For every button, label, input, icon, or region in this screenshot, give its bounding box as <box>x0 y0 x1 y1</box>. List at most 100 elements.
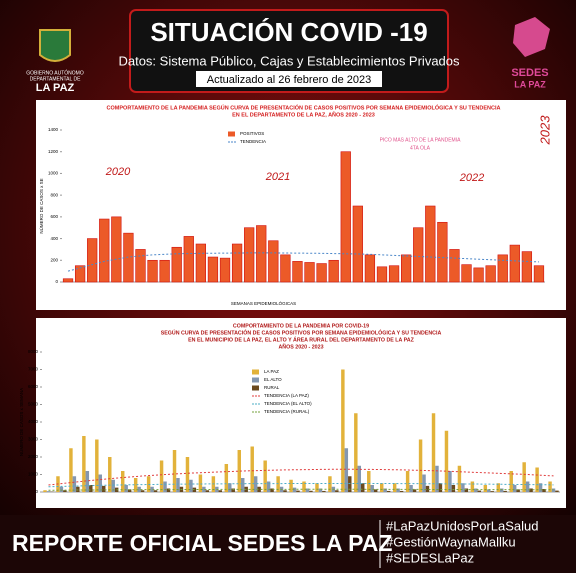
bar <box>218 490 223 492</box>
bar <box>435 465 439 492</box>
bar <box>270 488 274 492</box>
bar <box>292 487 297 492</box>
bar <box>185 457 190 492</box>
bar <box>396 488 400 492</box>
bar <box>74 265 86 283</box>
bar <box>451 485 456 492</box>
chart-title: COMPORTAMIENTO DE LA PANDEMIA SEGÚN CURV… <box>107 103 501 111</box>
bar <box>59 486 64 492</box>
bar <box>43 490 47 492</box>
legend-label: TENDENCIA (RURAL) <box>264 409 310 414</box>
bar <box>228 483 232 492</box>
legend-label: POSITIVOS <box>240 131 264 136</box>
annotation: 2021 <box>265 171 290 183</box>
bar <box>409 485 413 492</box>
bar <box>401 254 412 283</box>
y-tick-label: 1000 <box>48 171 59 176</box>
bar <box>202 486 206 492</box>
bar <box>46 491 51 492</box>
logo-shield <box>39 29 71 62</box>
bar <box>388 265 400 283</box>
bar <box>525 481 530 492</box>
y-tick-label: 4000 <box>28 419 39 424</box>
bar <box>292 261 303 283</box>
y-tick-label: 6000 <box>28 384 39 389</box>
bar <box>257 486 261 492</box>
y-tick-label: 7000 <box>28 367 39 372</box>
y-axis-label: NÚMERO DE CASOS x SE <box>38 178 44 233</box>
bar <box>111 216 122 283</box>
bar <box>348 476 352 492</box>
bar <box>422 474 426 492</box>
bar <box>461 483 465 492</box>
bar <box>542 489 546 492</box>
bar <box>425 485 430 492</box>
chart-title: AÑOS 2020 - 2023 <box>278 343 323 350</box>
y-tick-label: 600 <box>50 214 58 219</box>
bar <box>516 489 520 492</box>
bar <box>413 227 424 283</box>
legend-swatch <box>252 377 259 383</box>
bar <box>431 413 436 492</box>
bar <box>76 486 80 492</box>
bar <box>473 267 484 283</box>
bar <box>461 264 472 283</box>
bar <box>302 481 306 492</box>
bar <box>477 490 482 492</box>
bar <box>386 490 391 492</box>
bar <box>551 488 556 492</box>
bar <box>503 490 507 492</box>
bar <box>535 467 539 492</box>
bar <box>418 439 423 492</box>
bar <box>69 448 73 492</box>
legend-label: LA PAZ <box>264 369 279 374</box>
bar <box>195 243 206 283</box>
bar <box>147 259 158 283</box>
sedes-logo <box>513 17 550 57</box>
trend-line <box>48 488 554 491</box>
bar <box>111 479 115 492</box>
bar <box>183 236 194 283</box>
bar <box>344 448 349 492</box>
title: SITUACIÓN COVID -19 <box>150 17 427 47</box>
y-tick-label: 3000 <box>28 437 39 442</box>
bar <box>150 486 154 492</box>
report: REPORTE OFICIAL SEDES LA PAZ <box>12 530 392 556</box>
bar <box>496 483 500 492</box>
bar <box>509 471 513 492</box>
legend-swatch <box>252 369 259 375</box>
bar <box>352 205 363 283</box>
chart-title: COMPORTAMIENTO DE LA PANDEMIA POR COVID-… <box>233 323 369 329</box>
bar <box>364 254 376 283</box>
chart-title: EN EL DEPARTAMENTO DE LA PAZ, AÑOS 2020 … <box>232 111 375 118</box>
sedes-text: SEDES <box>511 67 548 79</box>
bar <box>425 205 436 283</box>
bar <box>449 249 460 283</box>
bar <box>240 478 245 492</box>
hashtag: #GestiónWaynaMallku <box>386 534 516 549</box>
bar <box>474 488 478 492</box>
bar <box>98 474 103 492</box>
bar <box>335 490 339 492</box>
bar <box>140 490 145 492</box>
bar <box>137 486 141 492</box>
bar <box>383 488 387 492</box>
y-axis-label: NÚMERO DE CASOS x SEMANA <box>18 388 24 456</box>
y-tick-label: 5000 <box>28 402 39 407</box>
bar <box>370 485 374 492</box>
bar <box>176 478 180 492</box>
bar <box>318 488 323 492</box>
bar <box>99 218 110 283</box>
y-tick-label: 200 <box>50 257 58 262</box>
bar <box>316 263 327 283</box>
updated: Actualizado al 26 febrero de 2023 <box>207 74 372 86</box>
bar <box>171 246 182 283</box>
bar <box>399 490 404 492</box>
bar <box>159 259 170 283</box>
hashtag: #LaPazUnidosPorLaSalud <box>386 518 539 533</box>
y-tick-label: 800 <box>50 192 58 197</box>
bar <box>62 278 74 283</box>
bar <box>198 474 203 492</box>
trend-line <box>48 468 554 486</box>
